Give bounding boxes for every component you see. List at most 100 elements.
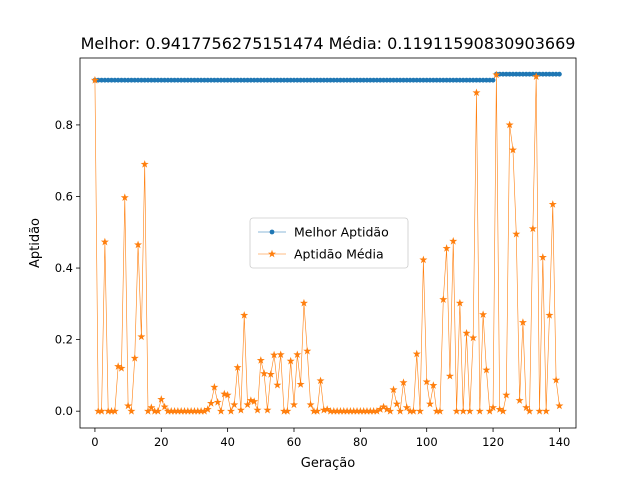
data-point (185, 77, 191, 83)
legend-marker (269, 229, 275, 235)
x-tick-label: 100 (416, 435, 438, 449)
y-tick-label: 0.4 (55, 261, 73, 275)
data-point (490, 77, 496, 83)
data-point (414, 77, 420, 83)
data-point (158, 77, 164, 83)
y-tick-label: 0.2 (55, 333, 73, 347)
data-point (455, 298, 464, 307)
data-point (323, 405, 332, 413)
data-point (172, 77, 177, 83)
data-point (356, 406, 365, 415)
data-point (510, 71, 516, 77)
data-point (265, 77, 270, 83)
data-point (467, 77, 473, 83)
data-point (472, 88, 481, 97)
data-point (447, 77, 453, 83)
data-point (412, 349, 421, 358)
data-point (485, 406, 494, 415)
y-tick-label: 0.6 (55, 189, 73, 203)
data-point (167, 406, 176, 415)
data-point (437, 77, 443, 83)
data-point (152, 77, 158, 83)
data-point (520, 71, 526, 77)
x-axis-label: Geração (301, 456, 355, 471)
data-point (482, 365, 491, 374)
data-point (213, 398, 222, 406)
data-point (217, 406, 225, 415)
data-point (293, 350, 302, 359)
data-point (135, 77, 141, 83)
data-point (180, 406, 189, 415)
data-point (243, 400, 252, 409)
data-point (449, 237, 458, 245)
data-point (150, 406, 159, 415)
data-point (286, 356, 295, 365)
data-point (319, 405, 328, 414)
legend-item: Melhor Aptidão (258, 225, 389, 240)
data-point (140, 160, 149, 168)
data-point (250, 397, 259, 405)
data-point (309, 406, 318, 415)
data-point (397, 77, 403, 83)
data-point (207, 399, 216, 407)
data-point (182, 77, 187, 83)
data-point (424, 77, 430, 83)
data-point (109, 77, 114, 83)
data-point (261, 77, 267, 83)
data-point (210, 383, 219, 391)
data-point (357, 77, 363, 83)
data-point (301, 77, 307, 83)
y-tick-label: 0.0 (55, 404, 73, 418)
data-point (404, 77, 410, 83)
data-point (127, 406, 136, 415)
data-point (489, 403, 498, 411)
plot-area (79, 57, 577, 429)
x-tick-label: 140 (548, 435, 570, 449)
data-point (124, 401, 133, 410)
data-point (188, 77, 194, 83)
series-melhor-aptidao (92, 71, 562, 83)
data-point (275, 77, 280, 83)
data-point (528, 224, 537, 233)
data-point (145, 77, 151, 83)
data-point (97, 406, 106, 415)
data-point (255, 77, 260, 83)
data-point (465, 406, 474, 415)
data-point (392, 399, 401, 408)
data-point (306, 400, 315, 409)
data-point (477, 77, 483, 83)
data-point (331, 77, 337, 83)
data-point (346, 406, 355, 415)
data-point (162, 77, 168, 83)
data-point (260, 369, 269, 378)
data-point (311, 77, 317, 83)
data-point (402, 403, 411, 411)
chart-title: Melhor: 0.9417756275151474 Média: 0.1191… (81, 34, 576, 53)
data-point (371, 77, 377, 83)
data-point (349, 406, 358, 415)
data-point (475, 406, 484, 415)
data-point (401, 77, 406, 83)
data-point (341, 77, 347, 83)
data-point (376, 405, 385, 413)
data-point (177, 406, 186, 415)
data-point (333, 406, 342, 415)
data-point (499, 406, 507, 415)
data-point (114, 362, 123, 370)
data-point (359, 406, 368, 415)
data-point (339, 406, 348, 415)
data-point (386, 406, 395, 415)
data-point (420, 77, 426, 83)
data-point (134, 240, 143, 249)
data-point (364, 77, 370, 83)
data-point (389, 385, 398, 394)
data-point (391, 77, 396, 83)
data-point (535, 406, 544, 415)
data-point (211, 77, 217, 83)
data-point (208, 77, 214, 83)
data-point (382, 405, 391, 413)
x-tick-label: 20 (154, 435, 169, 449)
data-point (268, 77, 274, 83)
data-point (283, 406, 292, 415)
